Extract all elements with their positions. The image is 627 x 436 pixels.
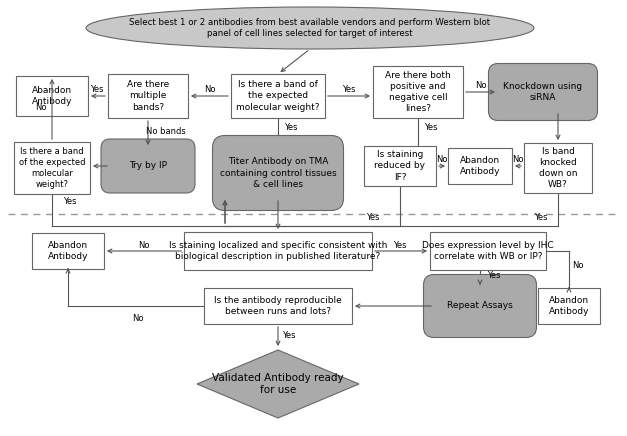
Text: Is staining localized and specific consistent with
biological description in pub: Is staining localized and specific consi… — [169, 241, 387, 261]
Text: Select best 1 or 2 antibodies from best available vendors and perform Western bl: Select best 1 or 2 antibodies from best … — [129, 18, 490, 38]
Text: Knockdown using
siRNA: Knockdown using siRNA — [503, 82, 582, 102]
FancyBboxPatch shape — [488, 64, 598, 120]
FancyBboxPatch shape — [364, 146, 436, 186]
FancyBboxPatch shape — [16, 76, 88, 116]
FancyBboxPatch shape — [430, 232, 546, 270]
FancyBboxPatch shape — [423, 275, 537, 337]
FancyBboxPatch shape — [213, 136, 344, 211]
FancyBboxPatch shape — [101, 139, 195, 193]
Text: Abandon
Antibody: Abandon Antibody — [549, 296, 589, 316]
FancyBboxPatch shape — [448, 148, 512, 184]
Text: No: No — [512, 156, 524, 164]
Text: Yes: Yes — [282, 331, 296, 341]
Text: Is there a band
of the expected
molecular
weight?: Is there a band of the expected molecula… — [19, 147, 85, 189]
Text: Are there
multiple
bands?: Are there multiple bands? — [127, 80, 169, 112]
Text: No: No — [138, 241, 150, 249]
Text: Titer Antibody on TMA
containing control tissues
& cell lines: Titer Antibody on TMA containing control… — [219, 157, 336, 189]
Text: Abandon
Antibody: Abandon Antibody — [460, 156, 500, 176]
Text: Is the antibody reproducible
between runs and lots?: Is the antibody reproducible between run… — [214, 296, 342, 316]
Text: Yes: Yes — [424, 123, 438, 133]
Text: Is there a band of
the expected
molecular weight?: Is there a band of the expected molecula… — [236, 80, 320, 112]
Text: Abandon
Antibody: Abandon Antibody — [32, 86, 72, 106]
FancyBboxPatch shape — [108, 74, 188, 118]
Text: No: No — [132, 314, 144, 323]
Text: Are there both
positive and
negative cell
lines?: Are there both positive and negative cel… — [385, 71, 451, 113]
Text: Abandon
Antibody: Abandon Antibody — [48, 241, 88, 261]
Text: Yes: Yes — [63, 198, 76, 207]
Text: Yes: Yes — [534, 214, 548, 222]
Text: No: No — [475, 82, 487, 91]
Text: Is band
knocked
down on
WB?: Is band knocked down on WB? — [539, 147, 577, 189]
FancyBboxPatch shape — [538, 288, 600, 324]
Text: Does expression level by IHC
correlate with WB or IP?: Does expression level by IHC correlate w… — [422, 241, 554, 261]
FancyBboxPatch shape — [204, 288, 352, 324]
Text: Repeat Assays: Repeat Assays — [447, 302, 513, 310]
Text: Yes: Yes — [367, 214, 380, 222]
Text: Yes: Yes — [342, 85, 356, 95]
FancyBboxPatch shape — [14, 142, 90, 194]
Text: No bands: No bands — [146, 126, 186, 136]
Ellipse shape — [86, 7, 534, 49]
Text: Yes: Yes — [393, 241, 407, 249]
Text: Yes: Yes — [90, 85, 103, 95]
Text: Yes: Yes — [284, 123, 297, 133]
Text: Is staining
reduced by
IF?: Is staining reduced by IF? — [374, 150, 426, 182]
Text: Validated Antibody ready
for use: Validated Antibody ready for use — [212, 373, 344, 395]
Text: No: No — [572, 262, 584, 270]
FancyBboxPatch shape — [373, 66, 463, 118]
Text: Yes: Yes — [487, 270, 500, 279]
FancyBboxPatch shape — [524, 143, 592, 193]
FancyBboxPatch shape — [32, 233, 104, 269]
Text: No: No — [436, 156, 448, 164]
Text: No: No — [35, 103, 47, 112]
FancyBboxPatch shape — [231, 74, 325, 118]
Text: Try by IP: Try by IP — [129, 161, 167, 170]
Text: No: No — [204, 85, 216, 95]
FancyBboxPatch shape — [184, 232, 372, 270]
Polygon shape — [197, 350, 359, 418]
